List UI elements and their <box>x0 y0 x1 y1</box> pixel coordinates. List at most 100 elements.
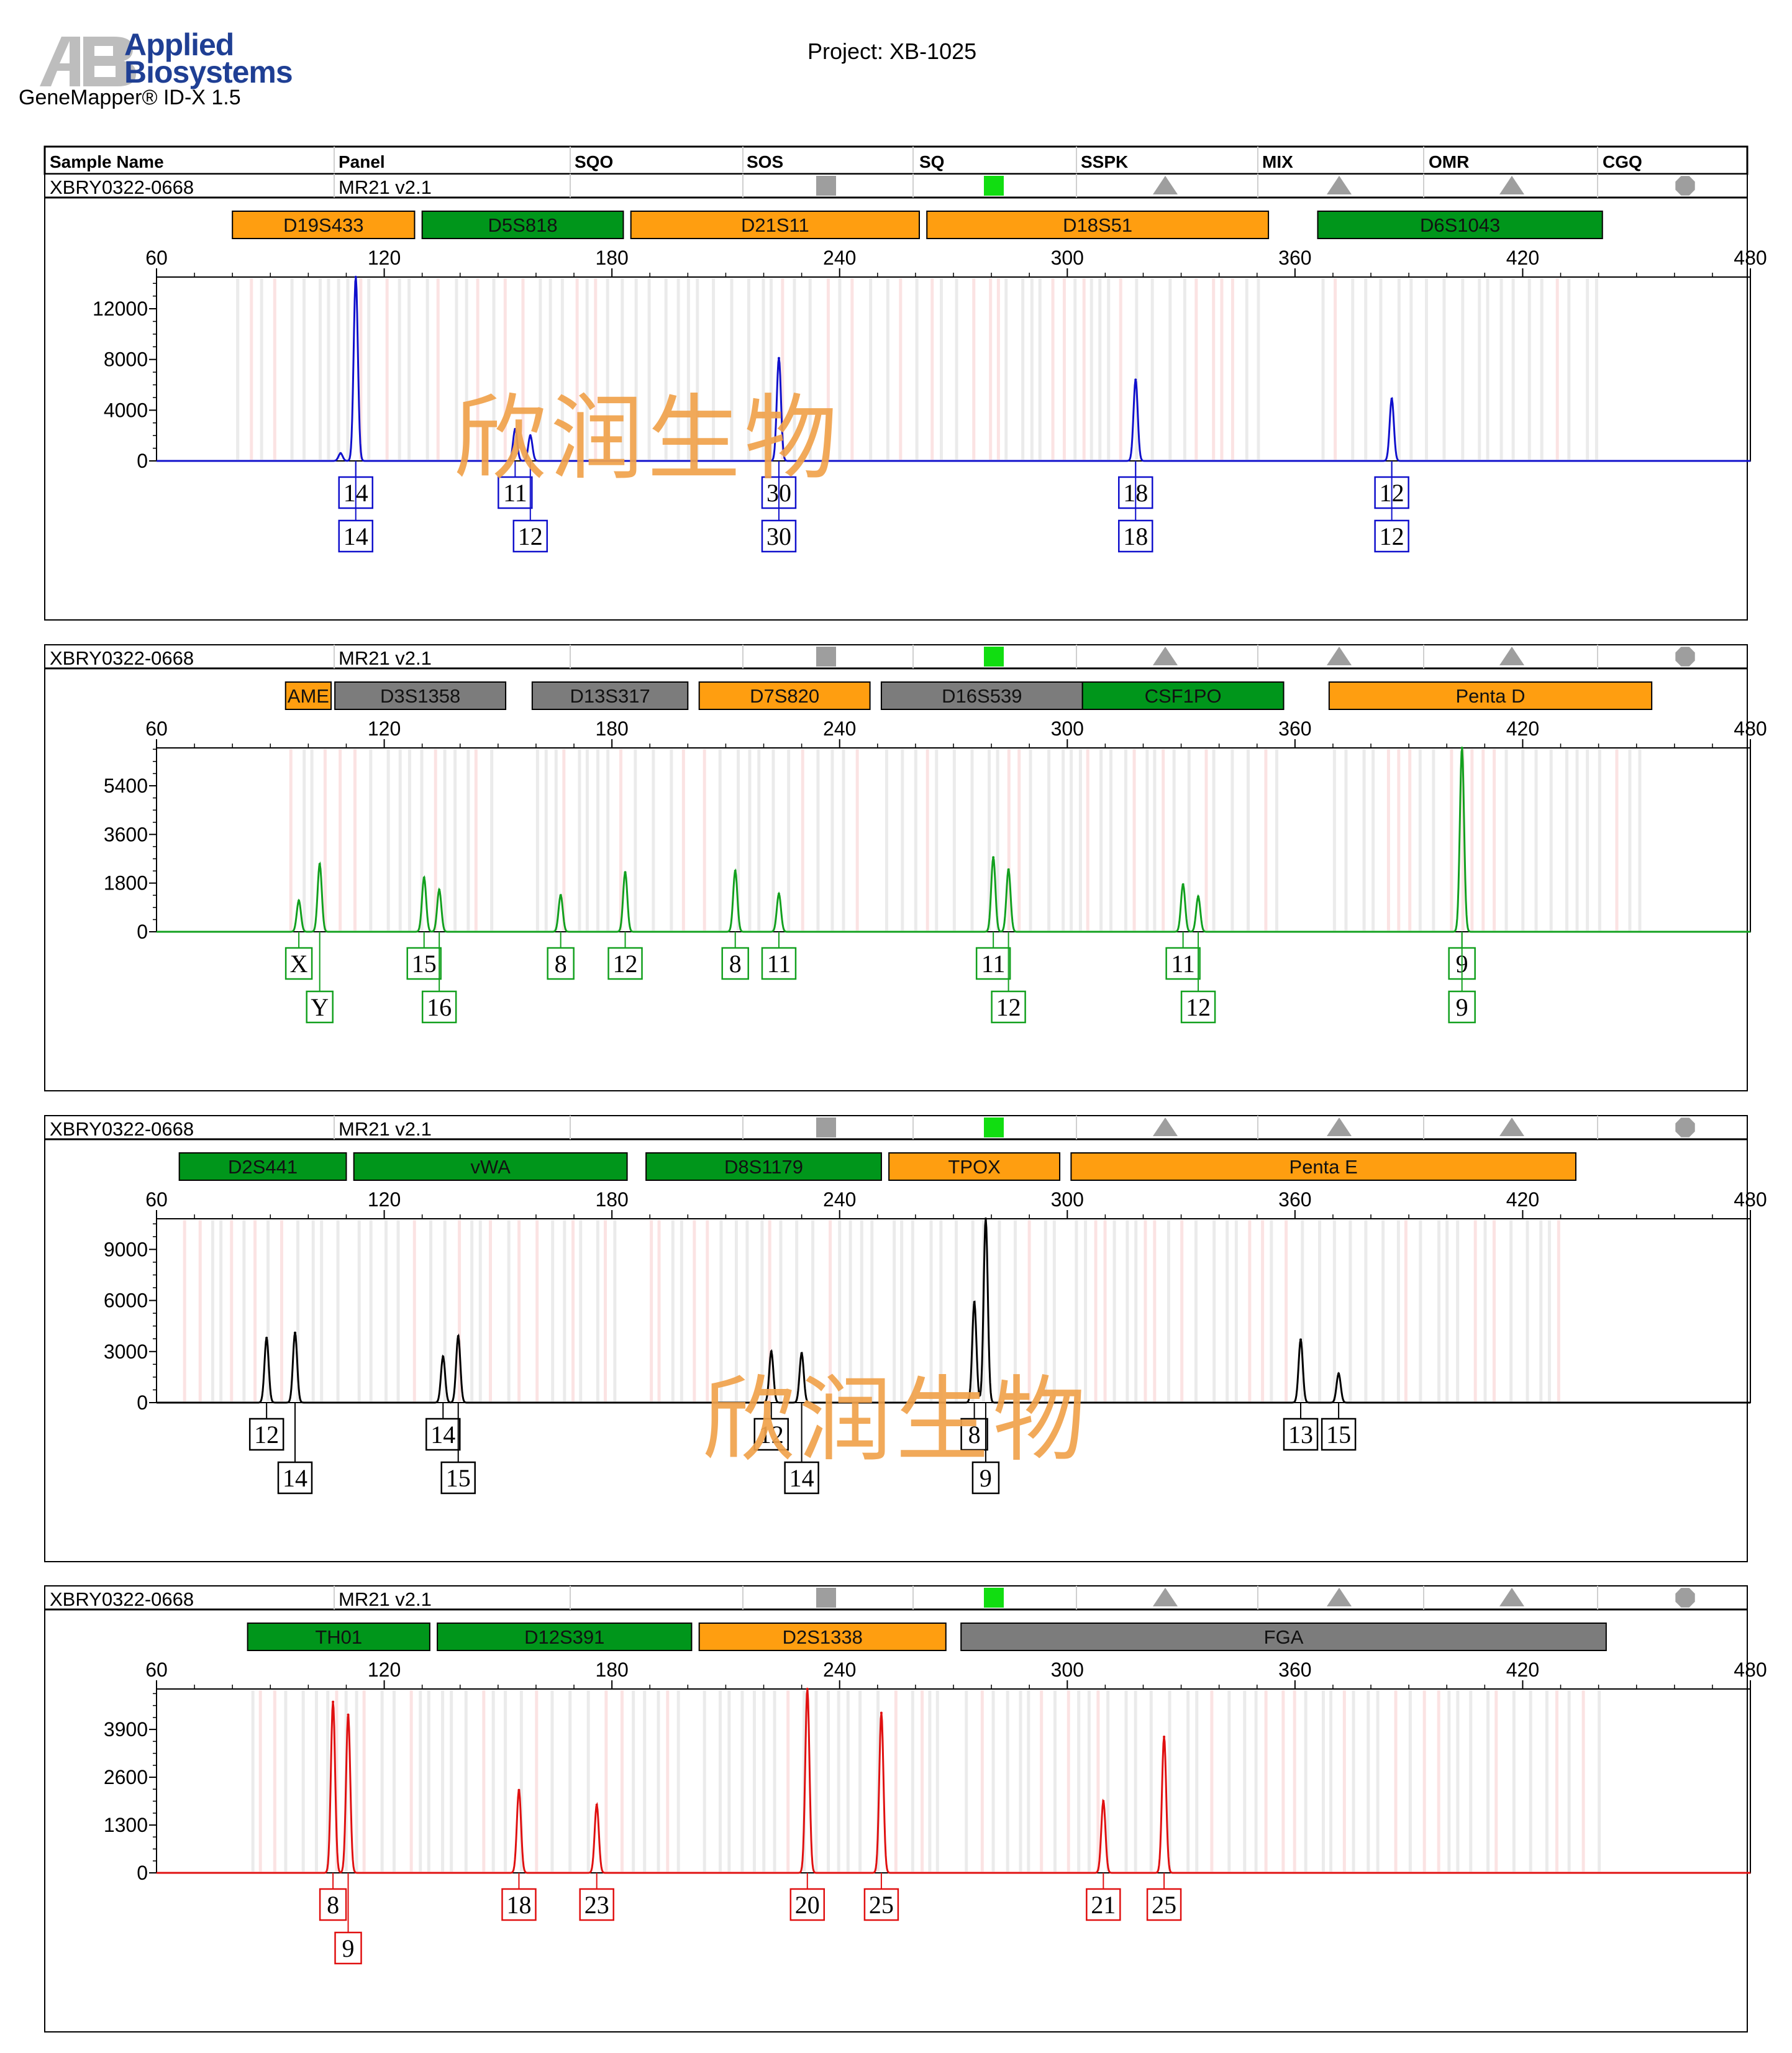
column-header-panel: Panel <box>339 152 385 171</box>
bin-line <box>575 278 579 460</box>
quality-flag-square-icon <box>816 647 836 667</box>
bin-line <box>211 1220 214 1401</box>
bin-line <box>1094 1220 1098 1401</box>
bin-line <box>606 278 609 460</box>
x-tick-label: 480 <box>1734 247 1767 269</box>
bin-line <box>302 278 306 460</box>
bin-line <box>385 278 389 460</box>
panel-name: MR21 v2.1 <box>339 647 432 669</box>
marker-csf1po <box>1081 681 1285 710</box>
allele-call-label: 16 <box>427 993 452 1021</box>
bin-line <box>1628 749 1632 931</box>
bin-line <box>848 1220 852 1401</box>
y-tick-label: 3000 <box>104 1341 148 1363</box>
bin-line <box>1212 749 1216 931</box>
bin-line <box>998 1220 1001 1401</box>
column-header-sspk: SSPK <box>1081 152 1128 171</box>
bin-line <box>1432 749 1435 931</box>
bin-line <box>808 278 812 460</box>
bin-line <box>560 278 564 460</box>
marker-fga <box>960 1623 1607 1651</box>
bin-line <box>1149 1690 1153 1872</box>
bin-line <box>1013 1220 1017 1401</box>
bin-line <box>1210 1690 1214 1872</box>
bin-line <box>1077 1690 1081 1872</box>
bin-line <box>838 278 842 460</box>
bin-line <box>718 1690 722 1872</box>
panel-name: MR21 v2.1 <box>339 1118 432 1140</box>
y-tick-label: 3900 <box>104 1718 148 1741</box>
bin-line <box>1555 1690 1558 1872</box>
marker-d12s391 <box>437 1623 693 1651</box>
bin-line <box>1586 749 1590 931</box>
bin-line <box>1481 749 1485 931</box>
marker-label: D8S1179 <box>724 1156 803 1178</box>
bin-line <box>260 278 263 460</box>
bin-line <box>793 278 796 460</box>
bin-line <box>1052 1220 1056 1401</box>
allele-call-label: 11 <box>981 950 1006 978</box>
quality-flag-triangle-icon <box>1153 1588 1178 1606</box>
x-tick-label: 120 <box>368 717 401 740</box>
quality-flag-octagon-icon <box>1675 1588 1695 1608</box>
x-tick-label: 420 <box>1506 247 1539 269</box>
bin-line <box>1486 1690 1490 1872</box>
x-tick-label: 480 <box>1734 1659 1767 1681</box>
bin-line <box>253 1220 257 1401</box>
bin-line <box>718 749 722 931</box>
marker-label: TH01 <box>315 1626 362 1648</box>
bin-line <box>991 1690 995 1872</box>
bin-line <box>604 1690 608 1872</box>
bin-line <box>1226 1220 1229 1401</box>
bin-line <box>899 278 903 460</box>
bin-line <box>323 749 327 931</box>
bin-line <box>795 1220 799 1401</box>
bin-line <box>1150 278 1154 460</box>
bin-line <box>1051 278 1055 460</box>
bin-line <box>915 278 919 460</box>
bin-line <box>1084 1220 1088 1401</box>
sample-name: XBRY0322-0668 <box>50 647 194 669</box>
bin-line <box>466 749 470 931</box>
bin-line <box>779 1220 783 1401</box>
marker-tpox <box>888 1152 1061 1181</box>
bin-line <box>666 1690 670 1872</box>
allele-call-box <box>863 1888 899 1921</box>
bin-line <box>1478 278 1481 460</box>
bin-line <box>1447 1690 1451 1872</box>
allele-call-label: 12 <box>1186 993 1211 1021</box>
bin-line <box>1021 278 1025 460</box>
quality-flag-square-icon <box>816 176 836 196</box>
allele-call-box <box>334 1931 362 1965</box>
allele-call-box <box>607 947 643 980</box>
bin-line <box>548 278 552 460</box>
bin-line <box>1220 278 1224 460</box>
bin-line <box>869 278 873 460</box>
bin-line <box>787 749 791 931</box>
bin-line <box>1493 749 1496 931</box>
bin-line <box>250 278 253 460</box>
bin-line <box>1119 278 1122 460</box>
allele-call-box <box>1374 519 1409 553</box>
bin-line <box>386 749 390 931</box>
bin-line <box>427 1690 430 1872</box>
bin-line <box>1153 1220 1157 1401</box>
bin-line <box>768 1220 771 1401</box>
bin-line <box>490 749 494 931</box>
bin-line <box>734 1220 738 1401</box>
bin-line <box>1461 278 1465 460</box>
quality-flag-square-icon <box>984 1588 1004 1608</box>
bin-line <box>1301 1220 1304 1401</box>
bin-line <box>563 1220 566 1401</box>
bin-line <box>657 1220 661 1401</box>
allele-call-box <box>440 1461 476 1495</box>
bin-line <box>1638 749 1642 931</box>
bin-line <box>407 278 411 460</box>
peak-point <box>1299 1338 1303 1341</box>
allelic-bin-lines <box>251 1690 1601 1872</box>
bin-line <box>1082 278 1086 460</box>
peak-point <box>1460 747 1463 749</box>
bin-line <box>1332 749 1336 931</box>
bin-line <box>1425 278 1429 460</box>
